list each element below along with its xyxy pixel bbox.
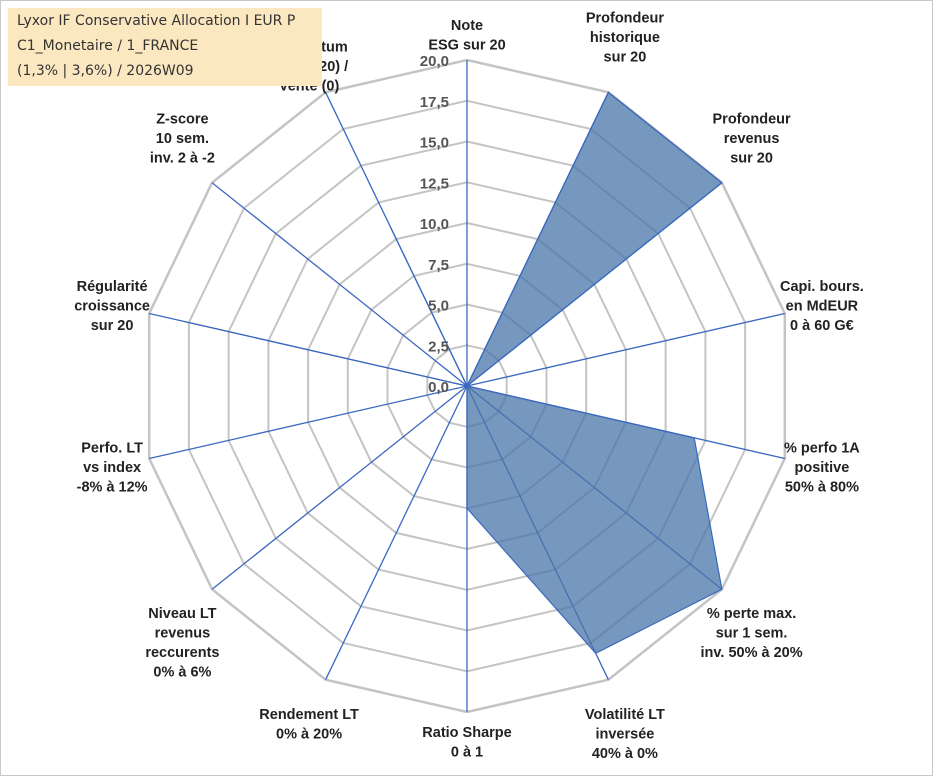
axis-label-line: inv. 2 à -2 xyxy=(150,150,215,166)
tick-label-3: 7,5 xyxy=(428,257,449,274)
axis-label-9: Rendement LT 0% à 20% xyxy=(259,707,359,743)
axis-label-5: % perfo 1A positive 50% à 80% xyxy=(784,441,860,496)
axis-label-line: inversée xyxy=(595,727,654,743)
tick-label-8: 20,0 xyxy=(420,53,449,70)
axis-spoke-10 xyxy=(211,385,468,590)
axis-label-line: 0 à 1 xyxy=(451,745,483,761)
axis-label-4: Capi. bours. en MdEUR 0 à 60 G€ xyxy=(780,279,864,334)
axis-label-line: 0 à 60 G€ xyxy=(790,318,854,334)
axis-label-12: Régularité croissance sur 20 xyxy=(74,279,150,334)
axis-label-line: Capi. bours. xyxy=(780,279,864,295)
axis-label-line: 10 sem. xyxy=(156,131,209,147)
axis-label-line: -8% à 12% xyxy=(77,480,148,496)
axis-label-line: % perte max. xyxy=(707,606,796,622)
axis-label-line: sur 20 xyxy=(604,49,647,65)
axis-spoke-13 xyxy=(211,182,468,387)
axis-label-line: Ratio Sharpe xyxy=(422,725,511,741)
fund-period: (1,3% | 3,6%) / 2026W09 xyxy=(17,63,194,79)
tick-label-0: 0,0 xyxy=(428,379,449,396)
axis-label-8: Ratio Sharpe 0 à 1 xyxy=(422,725,511,761)
axis-label-10: Niveau LT revenus reccurents 0% à 6% xyxy=(145,606,219,681)
axis-label-line: 0% à 6% xyxy=(153,665,211,681)
axis-spoke-9 xyxy=(325,385,468,680)
fund-category: C1_Monetaire / 1_FRANCE xyxy=(17,38,199,54)
axis-label-line: en MdEUR xyxy=(786,298,859,314)
tick-label-7: 17,5 xyxy=(420,94,449,111)
axis-label-11: Perfo. LT vs index -8% à 12% xyxy=(77,441,148,496)
axis-label-line: sur 20 xyxy=(730,150,773,166)
axis-label-line: revenus xyxy=(724,131,780,147)
axis-label-13: Z-score 10 sem. inv. 2 à -2 xyxy=(150,111,215,166)
axis-label-line: Note xyxy=(451,18,483,34)
axis-label-2: Profondeur historique sur 20 xyxy=(586,10,664,65)
axis-label-line: Régularité xyxy=(77,279,148,295)
axis-label-line: croissance xyxy=(74,298,150,314)
tick-label-5: 12,5 xyxy=(420,175,449,192)
radar-axis-labels: Note ESG sur 20 Profondeur historique sur 20… xyxy=(74,10,864,762)
axis-label-line: Volatilité LT xyxy=(585,707,665,723)
axis-label-6: % perte max. sur 1 sem. inv. 50% à 20% xyxy=(701,606,803,661)
axis-label-line: vs index xyxy=(83,460,141,476)
axis-label-line: Profondeur xyxy=(586,10,664,26)
radar-tick-labels: 0,0 2,5 5,0 7,5 10,0 12,5 15,0 17,5 20,0 xyxy=(420,53,449,396)
axis-label-line: sur 1 sem. xyxy=(716,626,788,642)
axis-label-1: Note ESG sur 20 xyxy=(428,18,505,54)
axis-label-line: 40% à 0% xyxy=(592,746,658,762)
radar-series xyxy=(183,91,723,655)
axis-label-3: Profondeur revenus sur 20 xyxy=(713,111,791,166)
axis-label-line: 0% à 20% xyxy=(276,727,342,743)
axis-label-line: Profondeur xyxy=(713,111,791,127)
axis-label-line: Rendement LT xyxy=(259,707,359,723)
axis-label-line: sur 20 xyxy=(91,318,134,334)
tick-label-4: 10,0 xyxy=(420,216,449,233)
axis-label-line: inv. 50% à 20% xyxy=(701,645,803,661)
series-area xyxy=(183,91,723,655)
tick-label-1: 2,5 xyxy=(428,338,449,355)
axis-label-line: 50% à 80% xyxy=(785,480,859,496)
axis-label-line: historique xyxy=(590,30,660,46)
axis-label-line: Niveau LT xyxy=(148,606,216,622)
axis-spoke-4 xyxy=(466,312,785,387)
axis-label-7: Volatilité LT inversée 40% à 0% xyxy=(585,707,665,762)
axis-label-line: % perfo 1A xyxy=(784,441,860,457)
axis-label-line: reccurents xyxy=(145,645,219,661)
axis-label-line: Z-score xyxy=(156,111,208,127)
tick-label-2: 5,0 xyxy=(428,298,449,315)
axis-label-line: positive xyxy=(795,460,850,476)
axis-label-line: revenus xyxy=(155,626,211,642)
fund-name: Lyxor IF Conservative Allocation I EUR P xyxy=(17,13,296,29)
tick-label-6: 15,0 xyxy=(420,135,449,152)
axis-spoke-11 xyxy=(149,385,468,460)
fund-info-box: Lyxor IF Conservative Allocation I EUR P… xyxy=(8,8,322,86)
axis-label-line: ESG sur 20 xyxy=(428,38,505,54)
axis-label-line: Perfo. LT xyxy=(81,441,143,457)
